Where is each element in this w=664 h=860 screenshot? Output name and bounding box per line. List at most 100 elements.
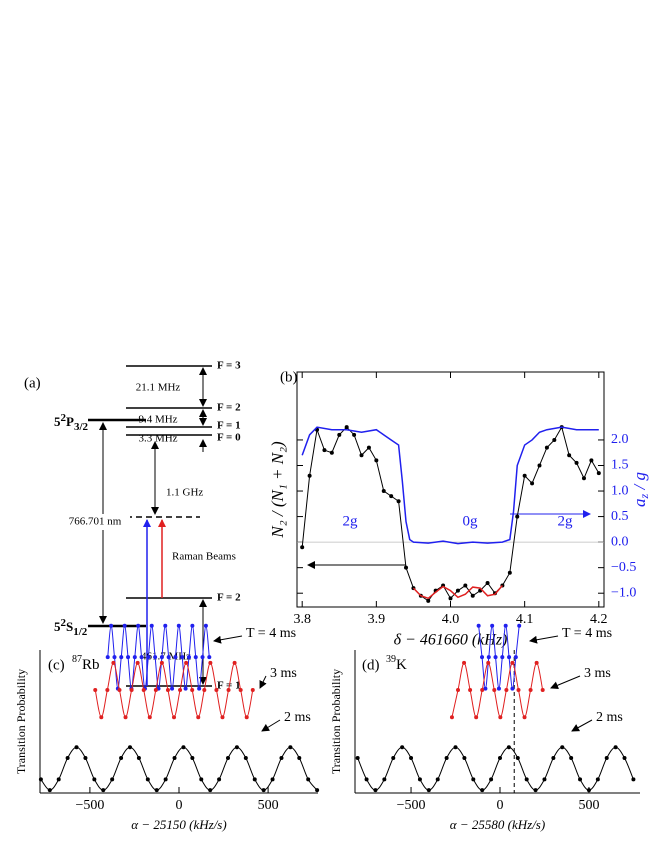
data-point [567,453,572,458]
data-point [126,655,131,660]
data-point [119,655,124,660]
data-point [315,788,320,793]
data-point [190,623,195,628]
splitting-label: 3.3 MHz [138,433,177,445]
series-label: 3 ms [584,666,611,681]
data-point [243,755,248,760]
data-point [105,655,110,660]
data-point [208,788,213,793]
annotation: 2g [558,513,574,529]
data-point [101,788,106,793]
data-point [99,715,104,720]
series-label: T = 4 ms [246,626,296,641]
data-point [153,655,158,660]
data-point [123,715,128,720]
wavelength-label: 766.701 nm [69,516,122,528]
data-point [507,655,512,660]
data-point [490,623,495,628]
data-point [117,688,122,693]
data-point [504,688,509,693]
series-label: 3 ms [270,666,297,681]
data-point [596,471,601,476]
y2-tick-label: −1.0 [611,585,636,600]
data-point [551,755,556,760]
data-point [208,660,213,665]
y2-tick-label: 0.5 [611,509,629,524]
raman-label: Raman Beams [172,551,236,563]
splitting-label: 461.7 MHz [141,651,191,663]
data-point [136,623,141,628]
data-point [456,688,461,693]
data-point [534,660,539,665]
data-point [163,623,168,628]
data-point [493,655,498,660]
x-tick-label: 500 [578,798,599,813]
data-point [110,777,115,782]
data-point [409,755,414,760]
label-arrow [550,675,581,690]
data-point [471,777,476,782]
data-point [396,499,401,504]
state-sub: 3/2 [74,421,89,433]
data-point [498,715,503,720]
data-point [463,583,468,588]
data-point [244,715,249,720]
series-label: 2 ms [284,710,311,725]
data-point [93,688,98,693]
data-point [426,598,431,603]
data-point [500,655,505,660]
data-point [426,788,431,793]
data-point [589,458,594,463]
data-point [462,660,467,665]
data-point [544,445,549,450]
data-point [111,660,116,665]
data-point [485,580,490,585]
data-point [166,655,171,660]
data-point [329,450,334,455]
data-point [492,688,497,693]
data-point [435,777,440,782]
label-arrow [529,635,559,644]
y2-tick-label: 2.0 [611,432,629,447]
series-line [40,746,318,791]
annotation: 2g [343,513,359,529]
data-point [391,755,396,760]
data-point [92,777,97,782]
data-point [417,777,422,782]
data-point [513,655,518,660]
label-arrow [261,719,281,732]
data-point [496,686,501,691]
x-tick-label: 4.1 [516,612,534,627]
data-point [190,688,195,693]
isotope-element: K [396,657,407,673]
data-point [497,755,502,760]
series-line [301,426,599,545]
data-point [38,777,43,782]
level-label: F = 0 [217,432,241,444]
data-point [146,655,151,660]
series-label: T = 4 ms [562,626,612,641]
data-point [173,655,178,660]
data-point [506,745,511,750]
annotation: 0g [463,513,479,529]
data-point [455,588,460,593]
data-point [65,755,70,760]
data-point [159,655,164,660]
label-arrow [259,675,267,689]
panel-label: (a) [24,375,41,391]
state-term: P [66,414,74,429]
data-point [238,688,243,693]
state-sub: 1/2 [73,626,88,638]
label-main: a [630,498,649,507]
data-point [176,623,181,628]
label-arrow [571,719,593,732]
data-point [604,755,609,760]
data-point [483,686,488,691]
isotope-mass: 87 [72,654,82,665]
data-point [322,448,327,453]
data-point [112,655,117,660]
panel-label: (b) [280,369,298,385]
data-point [552,437,557,442]
y-axis-label: Transition Probability [14,669,28,774]
